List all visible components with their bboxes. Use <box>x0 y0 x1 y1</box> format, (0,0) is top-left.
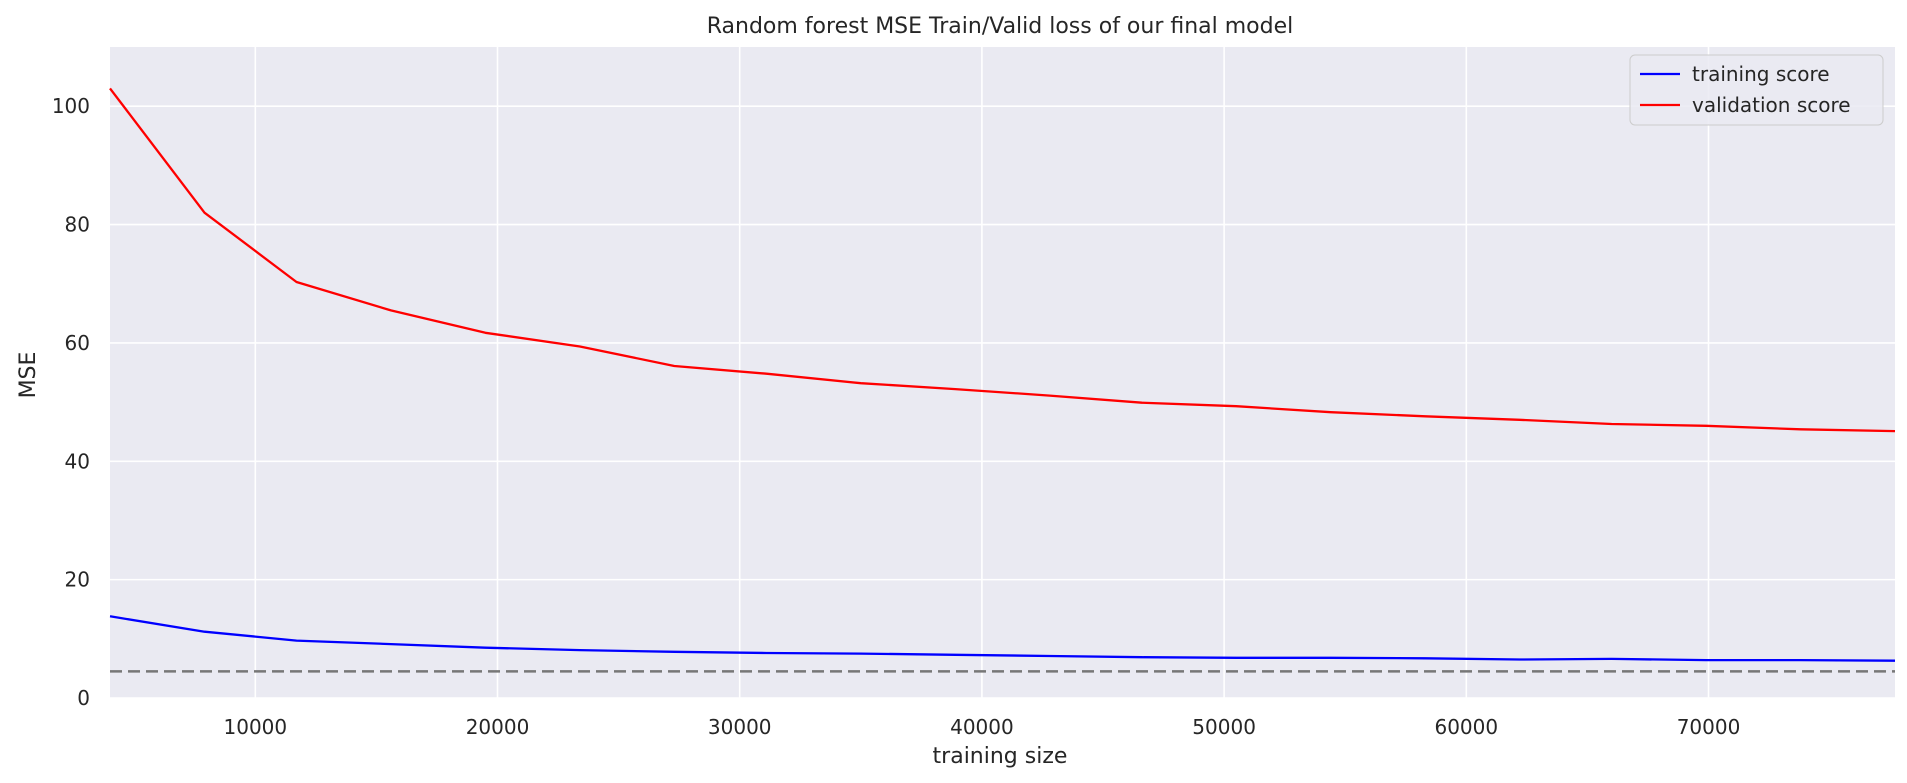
legend-label: validation score <box>1692 93 1851 117</box>
y-tick-label: 100 <box>52 94 90 118</box>
plot-area <box>110 47 1895 698</box>
series-line-validation <box>109 87 1896 433</box>
series-lines <box>109 87 1896 662</box>
y-tick-label: 60 <box>65 331 90 355</box>
y-tick-label: 40 <box>65 449 90 473</box>
x-tick-label: 10000 <box>224 715 288 739</box>
series-line-training <box>109 615 1896 662</box>
x-tick-label: 20000 <box>466 715 530 739</box>
tick-labels: 10000 20000 30000 40000 50000 60000 70000 0 20 40… <box>52 94 1741 739</box>
legend-box <box>1629 54 1884 126</box>
x-tick-label: 50000 <box>1192 715 1256 739</box>
x-tick-label: 60000 <box>1434 715 1498 739</box>
y-tick-label: 80 <box>65 213 90 237</box>
x-tick-label: 70000 <box>1677 715 1741 739</box>
x-tick-label: 40000 <box>950 715 1014 739</box>
legend-label: training score <box>1692 62 1830 86</box>
chart-title: Random forest MSE Train/Valid loss of ou… <box>707 14 1294 39</box>
y-tick-label: 20 <box>65 568 90 592</box>
y-tick-label: 0 <box>77 686 90 710</box>
x-tick-label: 30000 <box>708 715 772 739</box>
legend: training score validation score <box>1629 54 1884 126</box>
y-axis-label: MSE <box>16 352 41 399</box>
grid <box>110 47 1895 699</box>
x-axis-label: training size <box>933 744 1068 769</box>
